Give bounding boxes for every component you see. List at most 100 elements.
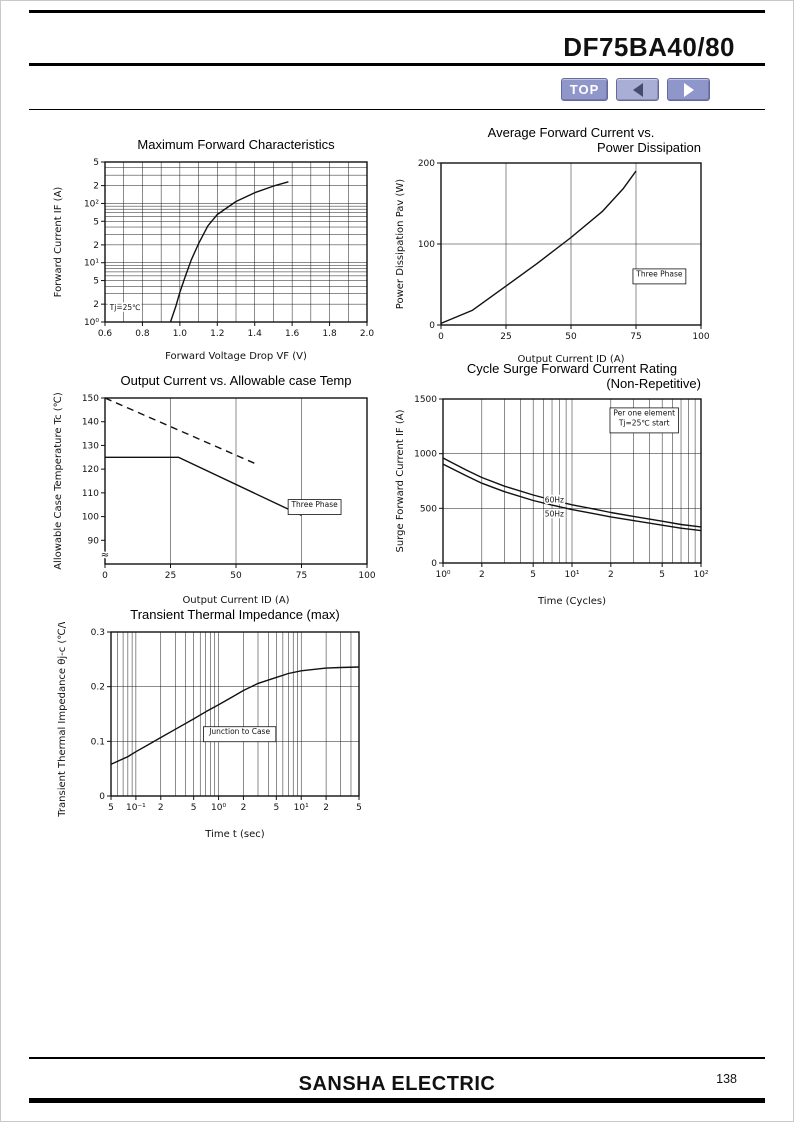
- svg-text:10⁻¹: 10⁻¹: [126, 803, 146, 813]
- svg-text:50: 50: [565, 332, 577, 342]
- right-arrow-icon: [683, 82, 694, 97]
- svg-text:5: 5: [273, 803, 279, 813]
- figure-maximum-forward-characteristics: Maximum Forward Characteristics 0.6 0.8 1.…: [49, 137, 379, 364]
- left-arrow-icon: [632, 82, 643, 97]
- figure-transient-thermal-impedance: Transient Thermal Impedance (max) 5 10⁻¹ 2…: [53, 607, 373, 842]
- svg-text:Junction to Case: Junction to Case: [208, 727, 270, 736]
- svg-text:5: 5: [191, 803, 197, 813]
- svg-text:0: 0: [429, 321, 435, 331]
- top-divider: [29, 10, 765, 13]
- svg-text:100: 100: [358, 571, 375, 581]
- chart-title: Transient Thermal Impedance (max): [130, 607, 340, 622]
- svg-text:150: 150: [82, 394, 99, 404]
- title-divider: [29, 63, 765, 66]
- svg-text:2: 2: [93, 182, 99, 192]
- svg-text:130: 130: [82, 441, 99, 451]
- nav-buttons: TOP: [561, 78, 710, 101]
- svg-text:5: 5: [93, 217, 99, 227]
- chart-canvas-maximum-forward-characteristics: 0.6 0.8 1.0 1.2 1.4 1.6 1.8 2.0 10⁰ 2 5 10¹ 2 5 10² 2 5 F…: [53, 158, 374, 362]
- nav-back-button[interactable]: [616, 78, 659, 101]
- chart-title: Cycle Surge Forward Current Rating: [466, 361, 678, 376]
- svg-text:1.6: 1.6: [285, 329, 300, 339]
- svg-text:2: 2: [158, 803, 164, 813]
- svg-text:1.4: 1.4: [248, 329, 263, 339]
- svg-text:0.3: 0.3: [91, 628, 105, 638]
- svg-text:100: 100: [82, 513, 99, 523]
- svg-text:Forward Voltage Drop VF (V): Forward Voltage Drop VF (V): [165, 351, 307, 362]
- svg-text:2: 2: [323, 803, 329, 813]
- svg-text:0: 0: [102, 571, 108, 581]
- svg-text:10²: 10²: [84, 199, 99, 209]
- svg-text:2: 2: [93, 241, 99, 251]
- svg-text:Per one element: Per one element: [613, 408, 675, 417]
- svg-text:Three Phase: Three Phase: [290, 500, 338, 509]
- chart-title: Average Forward Current vs.: [487, 125, 655, 140]
- svg-text:Forward Current IF (A): Forward Current IF (A): [53, 187, 64, 298]
- chart-title: Output Current vs. Allowable case Temp: [120, 373, 352, 388]
- svg-text:10⁰: 10⁰: [435, 570, 450, 580]
- svg-text:Power Dissipation Pav (W): Power Dissipation Pav (W): [395, 179, 406, 309]
- chart-canvas-cycle-surge: 10⁰ 2 5 10¹ 2 5 10² 0 500 1000 1500 Time (Cycles) Su…: [395, 395, 709, 607]
- svg-text:140: 140: [82, 418, 99, 428]
- header-bottom-divider: [29, 109, 765, 110]
- svg-text:25: 25: [165, 571, 176, 581]
- svg-text:10¹: 10¹: [564, 570, 579, 580]
- svg-text:1.8: 1.8: [322, 329, 337, 339]
- top-button[interactable]: TOP: [561, 78, 608, 101]
- svg-text:10²: 10²: [693, 570, 708, 580]
- svg-text:0.6: 0.6: [98, 329, 113, 339]
- figure-output-current-vs-allowable-case-temp: Output Current vs. Allowable case Temp 0…: [49, 373, 379, 608]
- svg-text:0.2: 0.2: [91, 683, 105, 693]
- svg-text:Time t (sec): Time t (sec): [204, 829, 265, 840]
- figure-average-forward-current-vs-power-dissipation: Average Forward Current vs. Power Dissip…: [391, 125, 711, 367]
- page-number: 138: [716, 1072, 737, 1086]
- chart-subtitle: (Non-Repetitive): [606, 376, 701, 391]
- svg-text:10⁰: 10⁰: [211, 803, 226, 813]
- svg-text:0: 0: [438, 332, 444, 342]
- svg-text:1.0: 1.0: [173, 329, 188, 339]
- svg-text:500: 500: [420, 504, 437, 514]
- svg-text:0.1: 0.1: [91, 737, 105, 747]
- svg-text:Output Current ID (A): Output Current ID (A): [517, 354, 624, 365]
- footer-divider: [29, 1057, 765, 1059]
- chart-subtitle: Power Dissipation: [596, 140, 701, 155]
- chart-title: Maximum Forward Characteristics: [137, 137, 335, 152]
- chart-canvas-average-forward-current: 0 25 50 75 100 0 100 200 Output Current ID (A) Po…: [395, 159, 710, 365]
- svg-text:1500: 1500: [414, 395, 437, 405]
- svg-text:1000: 1000: [414, 450, 437, 460]
- svg-text:Tj=25℃ start: Tj=25℃ start: [618, 418, 670, 427]
- svg-text:75: 75: [630, 332, 641, 342]
- svg-text:5: 5: [93, 277, 99, 287]
- svg-text:10¹: 10¹: [294, 803, 309, 813]
- svg-text:Time (Cycles): Time (Cycles): [537, 596, 606, 607]
- svg-text:5: 5: [530, 570, 536, 580]
- svg-text:0: 0: [431, 559, 437, 569]
- svg-text:5: 5: [108, 803, 114, 813]
- svg-text:0: 0: [99, 792, 105, 802]
- svg-text:5: 5: [659, 570, 665, 580]
- svg-text:100: 100: [418, 240, 435, 250]
- svg-text:5: 5: [356, 803, 362, 813]
- svg-text:Surge Forward Current IF (A): Surge Forward Current IF (A): [395, 409, 406, 552]
- svg-text:200: 200: [418, 159, 435, 169]
- nav-forward-button[interactable]: [667, 78, 710, 101]
- svg-text:120: 120: [82, 465, 99, 475]
- svg-text:5: 5: [93, 158, 99, 168]
- svg-text:Output Current ID (A): Output Current ID (A): [182, 595, 289, 606]
- svg-text:2: 2: [241, 803, 247, 813]
- svg-text:50: 50: [230, 571, 242, 581]
- svg-text:0.8: 0.8: [135, 329, 150, 339]
- svg-text:2: 2: [608, 570, 614, 580]
- svg-text:10¹: 10¹: [84, 259, 99, 269]
- svg-text:Three Phase: Three Phase: [635, 269, 683, 278]
- svg-text:Tj=25℃: Tj=25℃: [109, 303, 141, 312]
- svg-text:1.2: 1.2: [210, 329, 224, 339]
- figure-cycle-surge-forward-current-rating: Cycle Surge Forward Current Rating (Non-…: [391, 361, 711, 609]
- svg-text:10⁰: 10⁰: [84, 318, 99, 328]
- svg-text:25: 25: [500, 332, 511, 342]
- part-number-title: DF75BA40/80: [563, 32, 735, 62]
- svg-text:60Hz: 60Hz: [545, 495, 564, 504]
- svg-text:110: 110: [82, 489, 99, 499]
- svg-text:2: 2: [479, 570, 485, 580]
